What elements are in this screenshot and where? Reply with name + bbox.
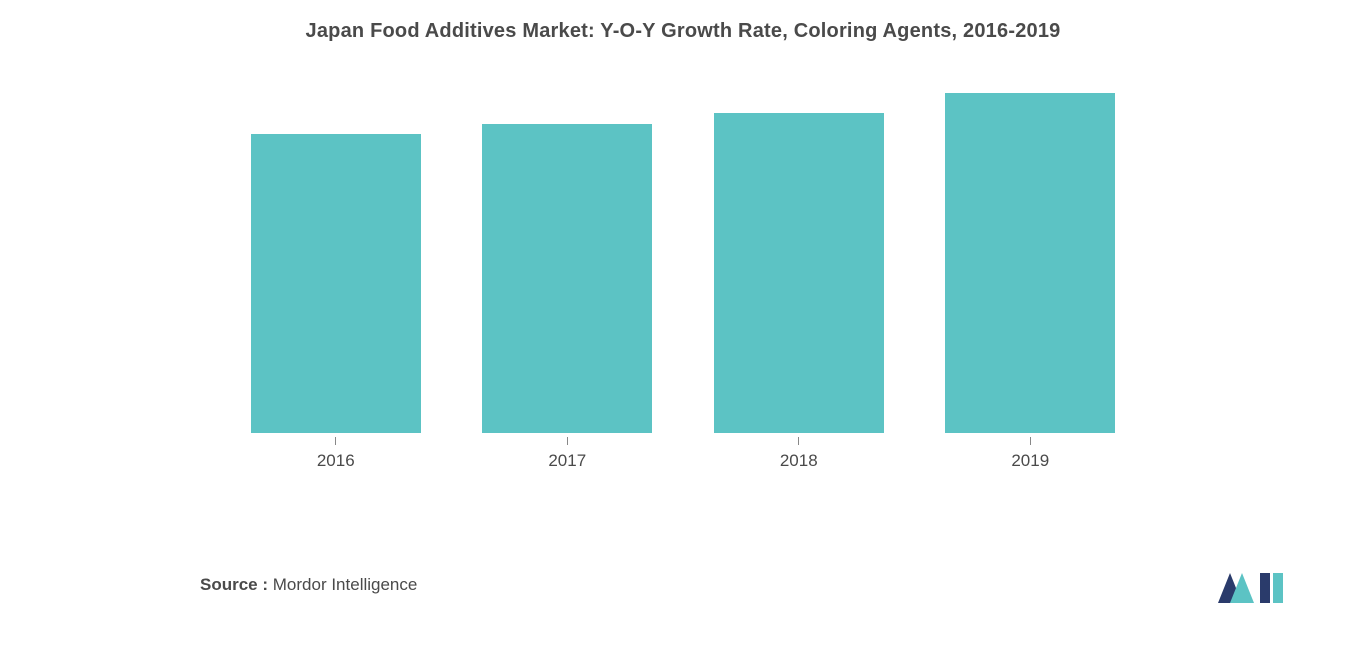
bar-0 [251, 134, 421, 433]
plot-area [220, 93, 1146, 433]
bar-group-2 [683, 113, 915, 433]
x-tick-mark [1030, 437, 1031, 445]
bar-group-0 [220, 134, 452, 433]
x-tick-mark [798, 437, 799, 445]
source-value: Mordor Intelligence [273, 575, 418, 594]
x-tick-mark [335, 437, 336, 445]
x-label-3: 2019 [1011, 451, 1049, 471]
source-text: Source : Mordor Intelligence [200, 575, 417, 595]
source-label: Source : [200, 575, 268, 594]
chart-title: Japan Food Additives Market: Y-O-Y Growt… [80, 20, 1286, 43]
x-tick-1: 2017 [452, 437, 684, 471]
x-tick-3: 2019 [915, 437, 1147, 471]
x-tick-0: 2016 [220, 437, 452, 471]
bar-3 [945, 93, 1115, 433]
bar-group-3 [915, 93, 1147, 433]
bar-group-1 [452, 124, 684, 433]
x-label-1: 2017 [548, 451, 586, 471]
bars-wrapper [220, 93, 1146, 433]
x-label-0: 2016 [317, 451, 355, 471]
x-label-2: 2018 [780, 451, 818, 471]
x-axis: 2016 2017 2018 2019 [220, 437, 1146, 471]
footer: Source : Mordor Intelligence [200, 565, 1286, 605]
x-tick-2: 2018 [683, 437, 915, 471]
x-tick-mark [567, 437, 568, 445]
bar-1 [482, 124, 652, 433]
bar-2 [714, 113, 884, 433]
brand-logo-icon [1216, 565, 1286, 605]
chart-container: Japan Food Additives Market: Y-O-Y Growt… [0, 0, 1366, 655]
